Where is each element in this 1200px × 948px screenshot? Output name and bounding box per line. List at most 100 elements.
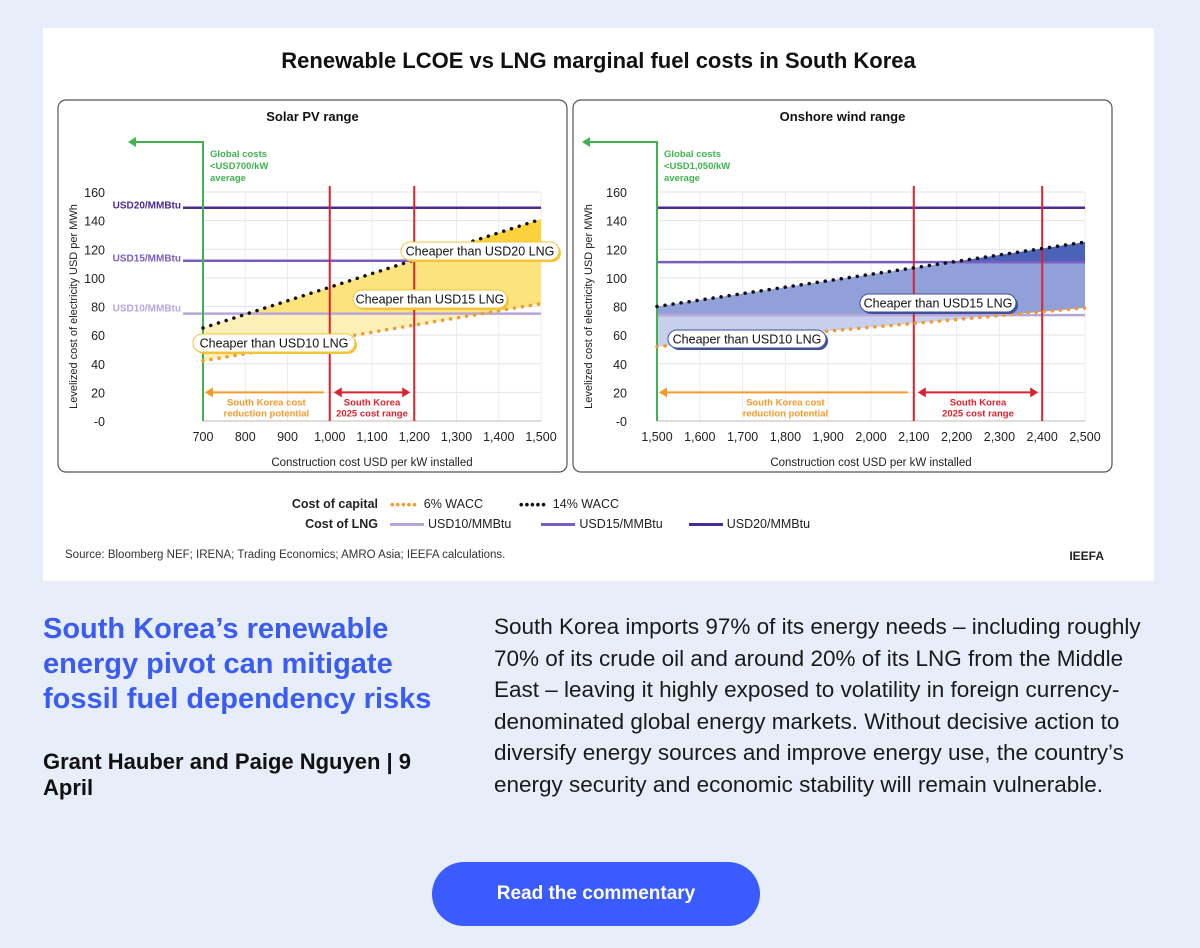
lng-line-label: USD10/MMBtu — [113, 304, 181, 315]
y-tick-label: 140 — [606, 215, 627, 229]
x-tick-label: 800 — [235, 430, 256, 444]
article-body: South Korea imports 97% of its energy ne… — [494, 614, 1141, 797]
legend-item-usd15: USD15/MMBtu — [541, 517, 663, 531]
callout-label: Cheaper than USD10 LNG — [200, 337, 349, 351]
legend-label: 6% WACC — [423, 497, 484, 511]
panel-title: Onshore wind range — [780, 109, 906, 124]
series-wacc14-line — [655, 240, 1087, 309]
x-tick-label: 1,600 — [684, 430, 715, 444]
legend-heading: Cost of LNG — [305, 517, 378, 531]
chart-card: Solar PV range -0 20 40 60 80 100 120 140 160 700 8… — [43, 28, 1154, 581]
callout-box — [192, 333, 356, 353]
global-cost-note: average — [210, 173, 246, 184]
x-tick-label: 2,300 — [984, 430, 1015, 444]
panel-title: Solar PV range — [266, 109, 358, 124]
y-tick-label: 80 — [613, 301, 627, 315]
x-tick-label: 1,500 — [525, 430, 556, 444]
legend-item-usd10: USD10/MMBtu — [390, 517, 511, 531]
x-tick-label: 1,900 — [813, 430, 844, 444]
y-tick-label: 140 — [84, 215, 105, 229]
legend-label: USD10/MMBtu — [428, 517, 512, 531]
source-note: Source: Bloomberg NEF; IRENA; Trading Ec… — [65, 549, 506, 561]
global-cost-note: average — [664, 173, 700, 184]
y-tick-label: 40 — [613, 358, 627, 372]
arrow-right-icon — [402, 387, 411, 398]
panel-solar-pv: Solar PV range -0 20 40 60 80 100 120 140 160 700 8… — [57, 99, 568, 473]
article-byline: Grant Hauber and Paige Nguyen | 9 April — [43, 749, 412, 800]
reduction-note: South Korea cost — [227, 397, 306, 408]
y-tick-label: 80 — [91, 301, 105, 315]
x-tick-label: 2,200 — [941, 430, 972, 444]
reduction-note: reduction potential — [224, 408, 310, 419]
y-tick-label: 160 — [84, 186, 105, 200]
chart-svg: Solar PV range -0 20 40 60 80 100 120 140 160 700 8… — [57, 99, 1113, 473]
x-tick-label: 1,800 — [770, 430, 801, 444]
lng-line-label: USD15/MMBtu — [113, 254, 181, 265]
callout-label: Cheaper than USD15 LNG — [356, 293, 505, 307]
callout-box — [400, 241, 560, 261]
y-tick-label: 120 — [84, 243, 105, 257]
arrow-left-icon — [205, 387, 213, 398]
legend-cost-of-lng: Cost of LNG USD10/MMBtu USD15/MMBtu USD2… — [288, 514, 828, 534]
x-tick-label: 1,300 — [441, 430, 472, 444]
x-tick-label: 2,000 — [855, 430, 886, 444]
reduction-note: reduction potential — [743, 408, 829, 419]
x-tick-label: 1,100 — [356, 430, 387, 444]
reduction-note: South Korea cost — [746, 397, 825, 408]
y-tick-label: 40 — [91, 358, 105, 372]
article-headline[interactable]: South Korea’s renewable energy pivot can… — [43, 613, 432, 715]
x-tick-label: 1,500 — [641, 430, 672, 444]
y-tick-label: 20 — [91, 386, 105, 400]
line-swatch-icon — [688, 522, 723, 526]
y-tick-label: 120 — [606, 243, 627, 257]
x-tick-label: 1,400 — [483, 430, 514, 444]
lng-line-label: USD20/MMBtu — [113, 201, 181, 212]
x-tick-label: 2,500 — [1069, 430, 1100, 444]
y-tick-label: 100 — [84, 272, 105, 286]
x-tick-label: 1,700 — [727, 430, 758, 444]
x-tick-label: 700 — [193, 430, 214, 444]
y-tick-label: 160 — [606, 186, 627, 200]
chart-title: Renewable LCOE vs LNG marginal fuel cost… — [281, 48, 916, 73]
x-tick-label: 1,000 — [314, 430, 345, 444]
callout-label: Cheaper than USD10 LNG — [673, 333, 822, 347]
legend-item-usd20: USD20/MMBtu — [688, 517, 810, 531]
callout-box — [352, 289, 508, 309]
callout-label: Cheaper than USD20 LNG — [406, 245, 555, 259]
arrow-left-icon — [582, 137, 590, 147]
line-swatch-icon — [541, 522, 576, 526]
global-cost-note: <USD1,050/kW — [664, 161, 730, 172]
cost-range-note: South Korea — [950, 397, 1007, 408]
legend-label: USD15/MMBtu — [579, 517, 663, 531]
legend: Cost of capital ••••• 6% WACC ••••• 14% WA… — [288, 494, 828, 534]
arrow-left-icon — [128, 137, 136, 147]
global-cost-note: <USD700/kW — [210, 161, 268, 172]
y-tick-label: 60 — [613, 329, 627, 343]
y-tick-label: -0 — [94, 415, 105, 429]
dotted-line-icon: ••••• — [390, 496, 418, 512]
y-tick-label: 20 — [613, 386, 627, 400]
cost-range-note: 2025 cost range — [942, 408, 1014, 419]
global-cost-line — [587, 141, 658, 421]
cost-range-note: 2025 cost range — [336, 408, 408, 419]
arrow-left-icon — [917, 387, 926, 398]
y-tick-label: -0 — [616, 415, 627, 429]
panel-onshore-wind: Onshore wind range -0 20 40 60 80 100 120 140 160… — [572, 99, 1113, 473]
arrow-left-icon — [659, 387, 667, 398]
x-axis-label: Construction cost USD per kW installed — [271, 457, 472, 469]
x-tick-label: 1,200 — [399, 430, 430, 444]
x-tick-label: 2,400 — [1027, 430, 1058, 444]
legend-item-wacc6: ••••• 6% WACC — [390, 497, 483, 512]
arrow-left-icon — [333, 387, 342, 398]
dotted-line-icon: ••••• — [519, 496, 547, 512]
global-cost-note: Global costs — [664, 149, 721, 160]
y-axis-label: Levelized cost of electricity USD per MW… — [583, 204, 595, 409]
line-swatch-icon — [390, 522, 424, 526]
read-commentary-button[interactable]: Read the commentary — [432, 862, 760, 926]
callout-label: Cheaper than USD15 LNG — [864, 297, 1013, 311]
brand-label: IEEFA — [1069, 549, 1104, 563]
arrow-right-icon — [1030, 387, 1039, 398]
x-tick-label: 2,100 — [898, 430, 929, 444]
series-wacc14-line — [201, 217, 543, 330]
legend-label: 14% WACC — [552, 497, 620, 511]
